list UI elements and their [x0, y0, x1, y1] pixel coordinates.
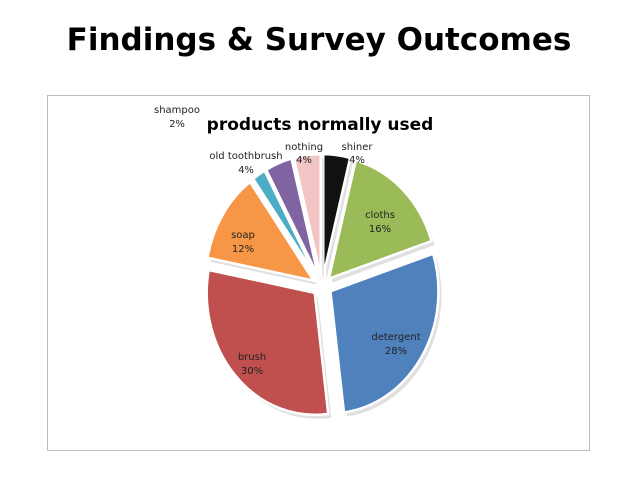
label-brush-pct: 30%: [241, 366, 263, 377]
slice-old-toothbrush: [264, 156, 320, 278]
label-shampoo-name: shampoo: [154, 105, 200, 116]
label-nothing-name: nothing: [285, 142, 323, 153]
label-brush-name: brush: [238, 352, 266, 363]
slice-cloths: [327, 158, 434, 281]
slice-detergent: [329, 252, 440, 414]
label-detergent-pct: 28%: [385, 346, 407, 357]
label-cloths-pct: 16%: [369, 224, 391, 235]
slice-shampoo: [251, 168, 318, 279]
label-shiner-pct: 4%: [349, 155, 365, 166]
pie-labels: shiner 4% cloths 16% detergent 28% brush…: [154, 105, 421, 377]
slice-brush: [205, 268, 330, 417]
label-detergent-name: detergent: [371, 332, 420, 343]
pie-slices: [205, 152, 442, 419]
label-nothing-pct: 4%: [296, 155, 312, 166]
slice-soap: [206, 180, 317, 283]
label-soap-name: soap: [231, 230, 255, 241]
label-shampoo-pct: 2%: [169, 119, 185, 130]
chart-title: products normally used: [207, 115, 434, 135]
label-old-toothbrush-pct: 4%: [238, 165, 254, 176]
slice-nothing: [292, 152, 322, 277]
slide-title: Findings & Survey Outcomes: [66, 22, 572, 58]
label-old-toothbrush-name: old toothbrush: [209, 151, 282, 162]
label-cloths-name: cloths: [365, 210, 395, 221]
slice-shiner: [322, 152, 352, 277]
label-shiner-name: shiner: [342, 142, 374, 153]
label-soap-pct: 12%: [232, 244, 254, 255]
